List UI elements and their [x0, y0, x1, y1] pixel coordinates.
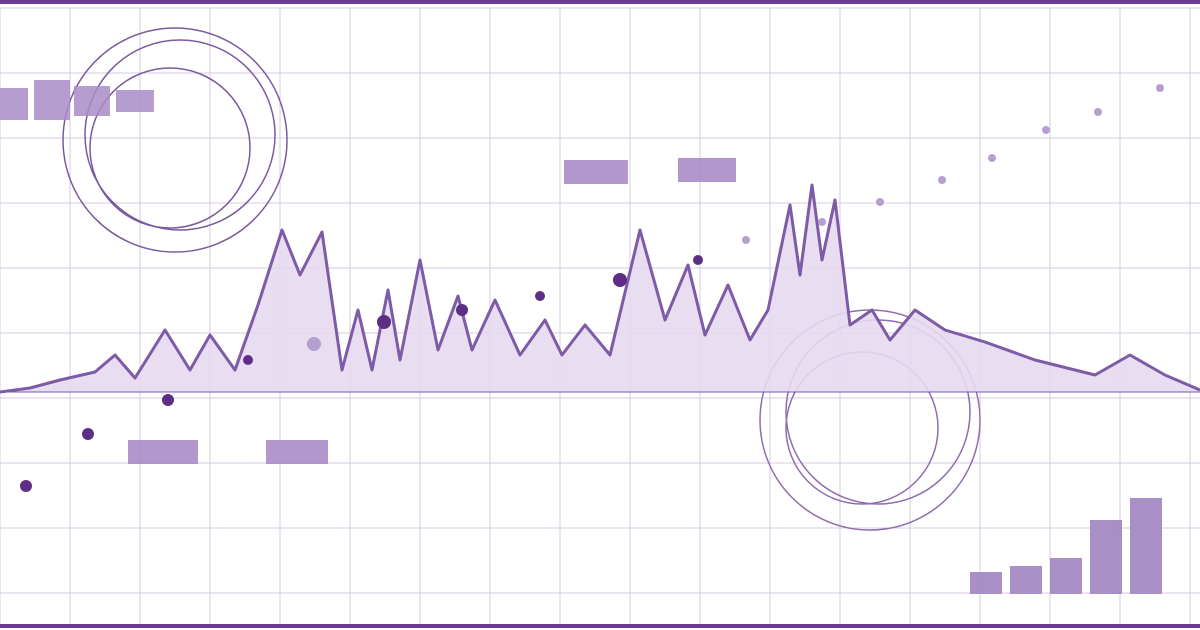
scatter-point-dark	[456, 304, 468, 316]
frame-bar-bottom	[0, 624, 1200, 628]
scatter-point-light	[742, 236, 750, 244]
block-top-left	[34, 80, 70, 120]
block-top-left	[0, 88, 28, 120]
scatter-point-dark	[20, 480, 32, 492]
block-center	[564, 160, 628, 184]
scatter-point-light	[938, 176, 946, 184]
scatter-point-dark	[162, 394, 174, 406]
scatter-point-dark	[613, 273, 627, 287]
mini-bar	[1050, 558, 1082, 594]
mini-bar	[1090, 520, 1122, 594]
scatter-point-light	[1094, 108, 1102, 116]
block-lower-left	[266, 440, 328, 464]
scatter-point-light	[307, 337, 321, 351]
mini-bar	[1130, 498, 1162, 594]
frame-bar-top	[0, 0, 1200, 4]
scatter-point-light	[818, 218, 826, 226]
block-center	[678, 158, 736, 182]
scatter-point-light	[988, 154, 996, 162]
scatter-point-dark	[377, 315, 391, 329]
block-lower-left	[128, 440, 198, 464]
block-top-left	[74, 86, 110, 116]
scatter-point-light	[1042, 126, 1050, 134]
mini-bar	[1010, 566, 1042, 594]
scatter-point-dark	[243, 355, 253, 365]
scatter-point-light	[876, 198, 884, 206]
mini-bar	[970, 572, 1002, 594]
scatter-point-dark	[693, 255, 703, 265]
analytics-hero-illustration	[0, 0, 1200, 630]
scatter-point-light	[1156, 84, 1164, 92]
scatter-point-dark	[535, 291, 545, 301]
block-top-left	[116, 90, 154, 112]
chart-background	[0, 0, 1200, 630]
scatter-point-dark	[82, 428, 94, 440]
